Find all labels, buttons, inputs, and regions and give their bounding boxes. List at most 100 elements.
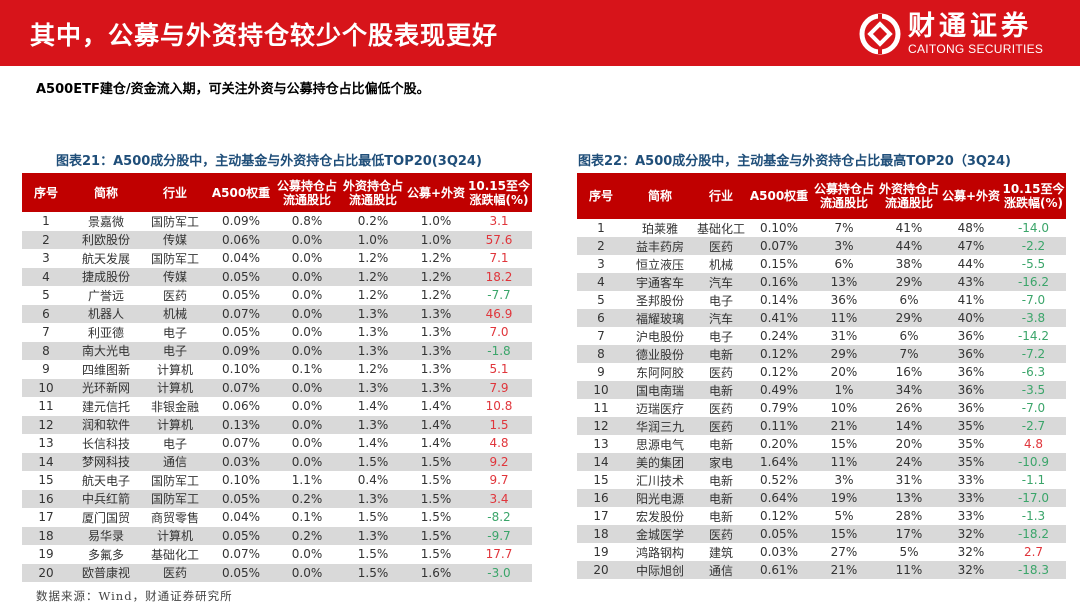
cell-rank: 8 xyxy=(577,345,625,363)
cell-fund-holding: 0.1% xyxy=(291,510,323,525)
column-header-rank: 序号 xyxy=(577,173,625,219)
cell-change-since-1015: -14.0 xyxy=(1017,221,1050,235)
cell-change-since-1015: -1.3 xyxy=(1021,509,1046,523)
cell-foreign-holding: 1.5% xyxy=(340,563,406,582)
cell-foreign-holding: 1.3% xyxy=(357,325,389,340)
cell-a500-weight: 0.04% xyxy=(221,510,261,525)
cell-change-since-1015: 1.5 xyxy=(466,415,532,434)
cell-foreign-holding: 1.4% xyxy=(357,436,389,451)
cell-foreign-holding: 7% xyxy=(877,345,941,363)
cell-fund-plus-foreign: 1.0% xyxy=(406,230,466,249)
table-row: 15 航天电子 国防军工 0.10% 1.1% 0.4% 1.5% 9.7 xyxy=(22,471,532,490)
cell-foreign-holding: 1.3% xyxy=(340,378,406,397)
cell-rank: 8 xyxy=(22,341,70,360)
cell-name: 机器人 xyxy=(70,304,142,323)
cell-foreign-holding: 1.2% xyxy=(340,267,406,286)
cell-fund-plus-foreign: 1.3% xyxy=(406,304,466,323)
cell-fund-plus-foreign: 1.5% xyxy=(406,452,466,471)
cell-name: 圣邦股份 xyxy=(635,293,684,308)
cell-change-since-1015: -5.5 xyxy=(1021,257,1046,271)
cell-fund-holding: 21% xyxy=(811,561,877,579)
cell-rank: 9 xyxy=(42,362,50,377)
cell-rank: 6 xyxy=(577,309,625,327)
cell-fund-plus-foreign: 44% xyxy=(957,257,985,271)
column-header-fund-holding: 公募持仓占流通股比 xyxy=(811,173,877,219)
column-header-fund-plus-foreign: 公募+外资 xyxy=(941,173,1001,219)
table-row: 5 圣邦股份 电子 0.14% 36% 6% 41% -7.0 xyxy=(577,291,1066,309)
cell-change-since-1015: 10.8 xyxy=(485,399,513,414)
cell-name: 厦门国贸 xyxy=(81,510,130,525)
cell-fund-plus-foreign: 1.3% xyxy=(420,362,452,377)
table-row: 11 迈瑞医疗 医药 0.79% 10% 26% 36% -7.0 xyxy=(577,399,1066,417)
cell-industry: 国防军工 xyxy=(142,489,208,508)
cell-name: 润和软件 xyxy=(70,415,142,434)
logo-cn: 财通证券 xyxy=(908,11,1032,42)
cell-fund-plus-foreign: 32% xyxy=(941,525,1001,543)
source-note: 数据来源：Wind，财通证券研究所 xyxy=(36,589,233,603)
cell-industry: 电子 xyxy=(142,341,208,360)
column-header-fund-plus-foreign: 公募+外资 xyxy=(406,173,466,212)
table-row: 20 欧普康视 医药 0.05% 0.0% 1.5% 1.6% -3.0 xyxy=(22,563,532,582)
cell-a500-weight: 0.05% xyxy=(208,563,274,582)
cell-fund-plus-foreign: 36% xyxy=(957,401,985,415)
cell-fund-holding: 11% xyxy=(811,453,877,471)
cell-a500-weight: 0.04% xyxy=(221,251,261,266)
table-row: 1 景嘉微 国防军工 0.09% 0.8% 0.2% 1.0% 3.1 xyxy=(22,212,532,231)
cell-industry: 医药 xyxy=(708,401,733,416)
cell-a500-weight: 0.15% xyxy=(759,257,799,271)
cell-name: 中际旭创 xyxy=(625,561,695,579)
cell-change-since-1015: 5.1 xyxy=(489,362,509,377)
cell-fund-plus-foreign: 41% xyxy=(957,293,985,307)
table-row: 19 鸿路钢构 建筑 0.03% 27% 5% 32% 2.7 xyxy=(577,543,1066,561)
cell-industry: 机械 xyxy=(142,304,208,323)
cell-industry: 汽车 xyxy=(695,309,747,327)
column-header-industry: 行业 xyxy=(695,173,747,219)
cell-a500-weight: 0.10% xyxy=(221,362,261,377)
cell-a500-weight: 0.13% xyxy=(208,415,274,434)
cell-rank: 19 xyxy=(38,547,54,562)
cell-change-since-1015: 17.7 xyxy=(485,547,513,562)
table-row: 6 机器人 机械 0.07% 0.0% 1.3% 1.3% 46.9 xyxy=(22,304,532,323)
cell-rank: 18 xyxy=(577,525,625,543)
table-row: 13 思源电气 电新 0.20% 15% 20% 35% 4.8 xyxy=(577,435,1066,453)
cell-a500-weight: 0.61% xyxy=(747,561,811,579)
table-row: 15 汇川技术 电新 0.52% 3% 31% 33% -1.1 xyxy=(577,471,1066,489)
table-row: 20 中际旭创 通信 0.61% 21% 11% 32% -18.3 xyxy=(577,561,1066,579)
cell-rank: 5 xyxy=(597,293,605,307)
cell-fund-holding: 21% xyxy=(811,417,877,435)
cell-name: 福耀玻璃 xyxy=(625,309,695,327)
table-row: 3 航天发展 国防军工 0.04% 0.0% 1.2% 1.2% 7.1 xyxy=(22,249,532,268)
cell-fund-holding: 0.0% xyxy=(291,251,323,266)
table-row: 16 中兵红箭 国防军工 0.05% 0.2% 1.3% 1.5% 3.4 xyxy=(22,489,532,508)
cell-a500-weight: 0.07% xyxy=(221,436,261,451)
cell-a500-weight: 0.05% xyxy=(221,325,261,340)
header-bar: 其中，公募与外资持仓较少个股表现更好 财通证券 CAITONG SECURITI… xyxy=(0,0,1080,66)
cell-name: 航天电子 xyxy=(81,473,130,488)
cell-a500-weight: 0.03% xyxy=(208,452,274,471)
cell-fund-holding: 11% xyxy=(811,309,877,327)
cell-fund-plus-foreign: 40% xyxy=(941,309,1001,327)
cell-rank: 20 xyxy=(577,561,625,579)
cell-fund-holding: 29% xyxy=(811,345,877,363)
cell-fund-plus-foreign: 1.6% xyxy=(406,563,466,582)
table-row: 18 易华录 计算机 0.05% 0.2% 1.3% 1.5% -9.7 xyxy=(22,526,532,545)
cell-a500-weight: 0.05% xyxy=(208,267,274,286)
cell-name: 美的集团 xyxy=(625,453,695,471)
cell-industry: 计算机 xyxy=(142,526,208,545)
cell-industry: 计算机 xyxy=(142,378,208,397)
cell-name: 宏发股份 xyxy=(635,509,684,524)
logo: 财通证券 CAITONG SECURITIES xyxy=(858,12,1043,56)
cell-change-since-1015: 7.1 xyxy=(489,251,509,266)
cell-rank: 1 xyxy=(42,214,50,229)
cell-foreign-holding: 1.0% xyxy=(340,230,406,249)
cell-fund-holding: 3% xyxy=(811,237,877,255)
cell-foreign-holding: 1.4% xyxy=(357,399,389,414)
cell-name: 宇通客车 xyxy=(625,273,695,291)
cell-name: 国电南瑞 xyxy=(625,381,695,399)
cell-a500-weight: 0.20% xyxy=(759,437,799,451)
subtitle: A500ETF建仓/资金流入期，可关注外资与公募持仓占比偏低个股。 xyxy=(36,82,430,97)
cell-fund-plus-foreign: 1.4% xyxy=(420,399,452,414)
cell-a500-weight: 0.52% xyxy=(759,473,799,487)
cell-name: 东阿阿胶 xyxy=(635,365,684,380)
table-row: 11 建元信托 非银金融 0.06% 0.0% 1.4% 1.4% 10.8 xyxy=(22,397,532,416)
